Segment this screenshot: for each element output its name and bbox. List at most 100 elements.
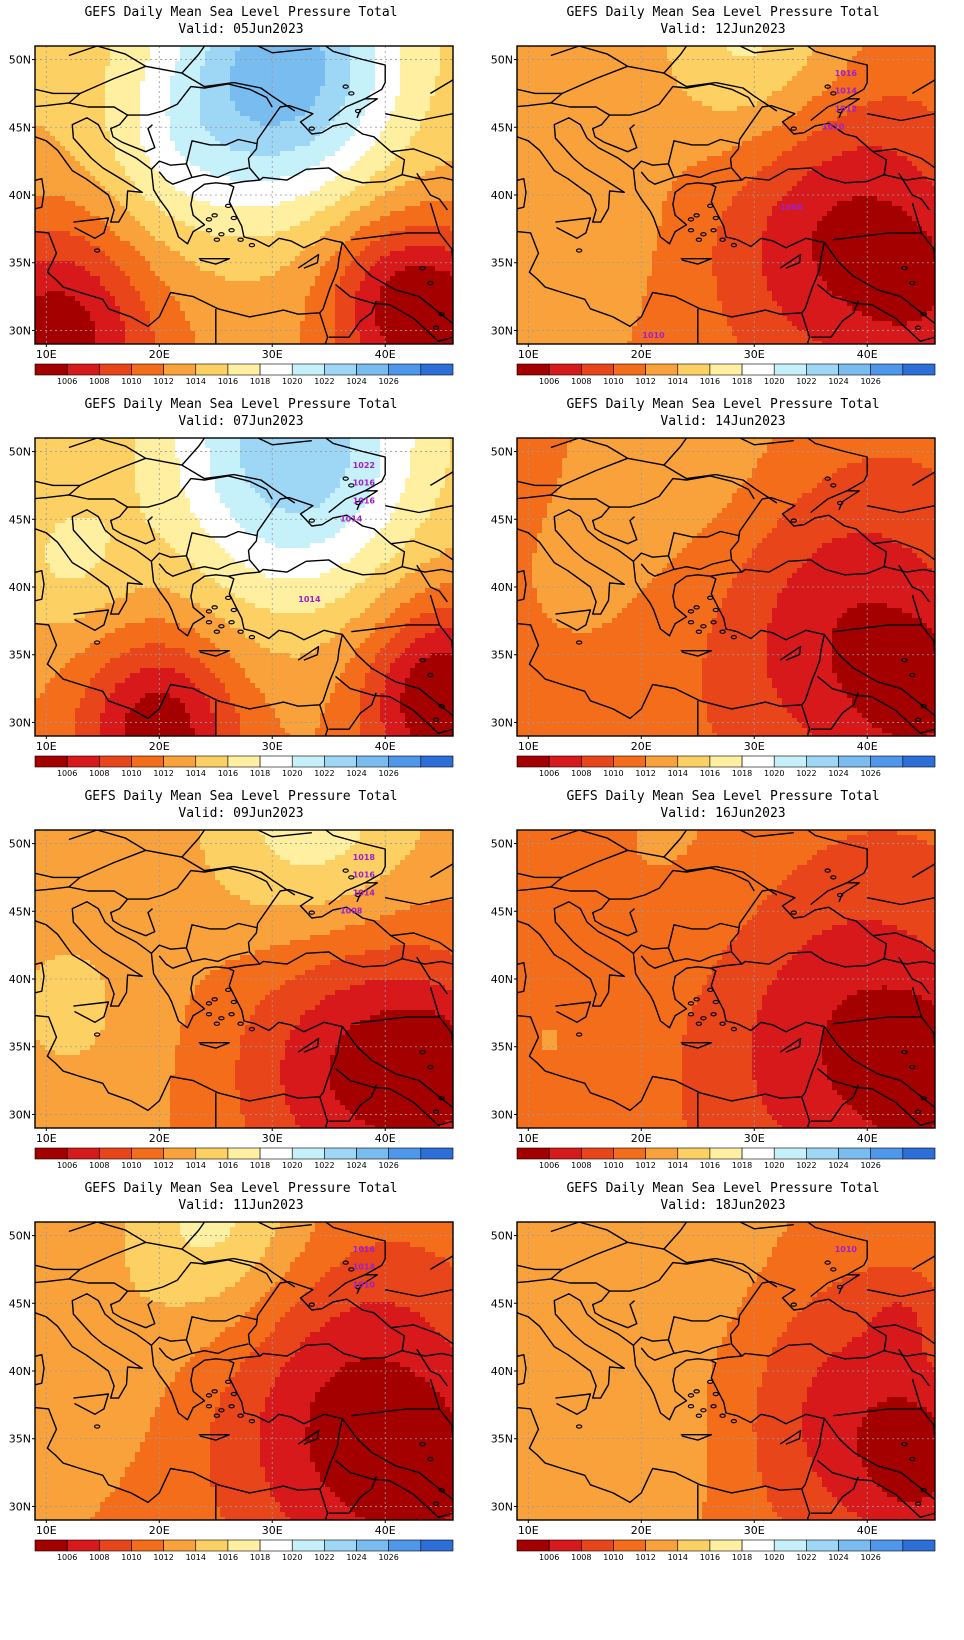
pressure-cell <box>285 66 291 72</box>
pressure-cell <box>415 141 421 147</box>
pressure-cell <box>195 171 201 177</box>
pressure-cell <box>345 141 351 147</box>
pressure-cell <box>420 236 426 242</box>
pressure-cell <box>350 196 356 202</box>
pressure-cell <box>330 326 336 332</box>
pressure-cell <box>90 231 96 237</box>
pressure-cell <box>150 291 156 297</box>
pressure-cell <box>40 46 46 52</box>
pressure-cell <box>145 331 151 337</box>
pressure-cell <box>345 326 351 332</box>
pressure-cell <box>110 306 116 312</box>
pressure-cell <box>415 191 421 197</box>
pressure-cell <box>300 141 306 147</box>
pressure-cell <box>405 266 411 272</box>
pressure-cell <box>35 316 41 322</box>
pressure-cell <box>425 106 431 112</box>
pressure-cell <box>75 296 81 302</box>
pressure-cell <box>45 111 51 117</box>
pressure-cell <box>255 171 261 177</box>
pressure-cell <box>200 266 206 272</box>
pressure-cell <box>145 121 151 127</box>
pressure-cell <box>280 251 286 257</box>
pressure-cell <box>155 191 161 197</box>
pressure-cell <box>185 216 191 222</box>
pressure-cell <box>360 181 366 187</box>
pressure-cell <box>370 151 376 157</box>
pressure-cell <box>295 116 301 122</box>
pressure-cell <box>185 206 191 212</box>
pressure-cell <box>70 196 76 202</box>
pressure-cell <box>255 181 261 187</box>
pressure-cell <box>195 106 201 112</box>
pressure-cell <box>445 211 451 217</box>
pressure-cell <box>425 331 431 337</box>
pressure-cell <box>155 256 161 262</box>
pressure-cell <box>325 231 331 237</box>
pressure-cell <box>390 116 396 122</box>
pressure-cell <box>270 211 276 217</box>
pressure-cell <box>165 141 171 147</box>
pressure-cell <box>260 316 266 322</box>
pressure-cell <box>50 126 56 132</box>
pressure-cell <box>325 76 331 82</box>
pressure-cell <box>370 61 376 67</box>
pressure-cell <box>65 336 71 342</box>
pressure-cell <box>425 251 431 257</box>
pressure-cell <box>255 286 261 292</box>
pressure-cell <box>420 56 426 62</box>
pressure-cell <box>210 156 216 162</box>
pressure-cell <box>105 206 111 212</box>
pressure-cell <box>160 231 166 237</box>
pressure-cell <box>425 196 431 202</box>
pressure-cell <box>300 126 306 132</box>
pressure-cell <box>420 171 426 177</box>
pressure-cell <box>310 326 316 332</box>
pressure-cell <box>260 231 266 237</box>
pressure-cell <box>220 121 226 127</box>
pressure-cell <box>295 261 301 267</box>
pressure-cell <box>160 216 166 222</box>
pressure-cell <box>305 101 311 107</box>
pressure-cell <box>300 306 306 312</box>
pressure-cell <box>165 46 171 52</box>
pressure-cell <box>355 121 361 127</box>
pressure-cell <box>75 66 81 72</box>
pressure-cell <box>250 216 256 222</box>
pressure-cell <box>285 321 291 327</box>
pressure-cell <box>285 126 291 132</box>
pressure-cell <box>115 246 121 252</box>
pressure-cell <box>245 76 251 82</box>
pressure-cell <box>40 126 46 132</box>
pressure-cell <box>145 171 151 177</box>
pressure-cell <box>160 136 166 142</box>
pressure-cell <box>95 196 101 202</box>
pressure-cell <box>330 151 336 157</box>
pressure-cell <box>35 226 41 232</box>
pressure-cell <box>140 141 146 147</box>
pressure-cell <box>240 146 246 152</box>
pressure-cell <box>110 286 116 292</box>
pressure-cell <box>340 301 346 307</box>
pressure-cell <box>50 301 56 307</box>
pressure-cell <box>410 86 416 92</box>
pressure-cell <box>55 261 61 267</box>
pressure-cell <box>340 316 346 322</box>
pressure-cell <box>230 331 236 337</box>
pressure-cell <box>150 126 156 132</box>
pressure-cell <box>130 266 136 272</box>
pressure-cell <box>295 206 301 212</box>
pressure-cell <box>270 186 276 192</box>
pressure-cell <box>440 181 446 187</box>
pressure-cell <box>140 111 146 117</box>
pressure-cell <box>245 46 251 52</box>
pressure-cell <box>170 221 176 227</box>
pressure-cell <box>355 226 361 232</box>
pressure-cell <box>210 116 216 122</box>
pressure-cell <box>125 246 131 252</box>
pressure-cell <box>220 191 226 197</box>
pressure-cell <box>140 46 146 52</box>
pressure-cell <box>180 216 186 222</box>
pressure-cell <box>45 136 51 142</box>
pressure-cell <box>155 81 161 87</box>
